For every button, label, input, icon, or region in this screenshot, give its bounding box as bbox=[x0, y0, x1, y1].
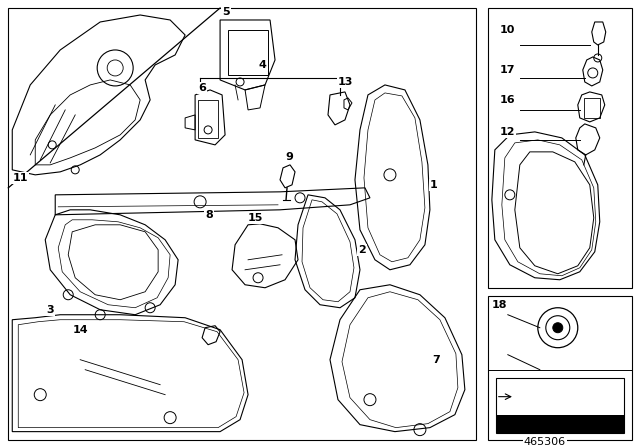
Bar bbox=[584, 98, 600, 118]
Bar bbox=[8, 8, 476, 439]
Text: 4: 4 bbox=[258, 60, 266, 70]
Text: 18: 18 bbox=[492, 300, 508, 310]
Text: 465306: 465306 bbox=[524, 437, 566, 447]
Text: 7: 7 bbox=[432, 355, 440, 365]
Text: 6: 6 bbox=[198, 83, 206, 93]
Bar bbox=[488, 296, 632, 439]
Text: 8: 8 bbox=[205, 210, 213, 220]
Bar bbox=[228, 30, 268, 75]
Text: 10: 10 bbox=[500, 25, 515, 35]
Text: 14: 14 bbox=[72, 325, 88, 335]
Bar bbox=[496, 415, 624, 433]
Text: 16: 16 bbox=[500, 95, 515, 105]
Text: 1: 1 bbox=[430, 180, 438, 190]
Circle shape bbox=[553, 323, 563, 333]
Text: 15: 15 bbox=[248, 213, 264, 223]
Text: 11: 11 bbox=[12, 173, 28, 183]
Text: 17: 17 bbox=[500, 65, 515, 75]
Text: 9: 9 bbox=[285, 152, 293, 162]
Text: 12: 12 bbox=[500, 127, 515, 137]
Bar bbox=[198, 100, 218, 138]
Bar bbox=[488, 8, 632, 288]
Text: 5: 5 bbox=[222, 7, 230, 17]
Text: 13: 13 bbox=[338, 77, 353, 87]
Text: 2: 2 bbox=[358, 245, 365, 255]
Bar bbox=[496, 378, 624, 433]
Text: 3: 3 bbox=[46, 305, 54, 315]
